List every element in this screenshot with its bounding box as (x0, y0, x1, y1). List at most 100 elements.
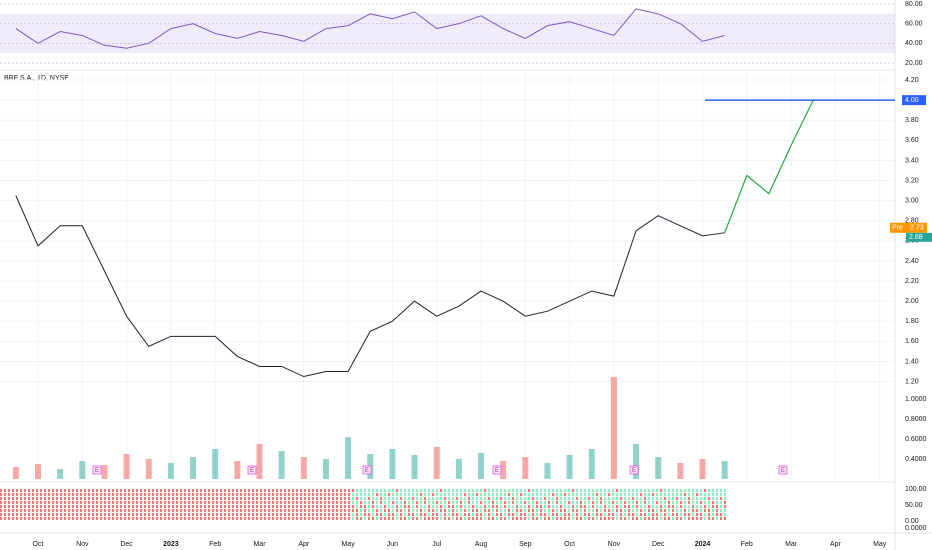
indicator-stripe (580, 517, 582, 520)
indicator-stripe (724, 493, 726, 496)
volume-tick-label: 0.6000 (905, 436, 927, 443)
indicator-stripe (612, 505, 614, 508)
indicator-stripe (336, 489, 338, 492)
indicator-stripe (148, 497, 150, 500)
indicator-stripe (120, 517, 122, 520)
indicator-stripe (428, 505, 430, 508)
indicator-stripe (248, 497, 250, 500)
indicator-stripe (156, 501, 158, 504)
indicator-stripe (396, 501, 398, 504)
indicator-stripe (52, 517, 54, 520)
indicator-stripe (216, 489, 218, 492)
indicator-stripe (292, 517, 294, 520)
indicator-stripe (244, 501, 246, 504)
indicator-stripe (596, 497, 598, 500)
indicator-stripe (388, 513, 390, 516)
indicator-stripe (348, 501, 350, 504)
indicator-stripe (548, 517, 550, 520)
indicator-stripe (16, 493, 18, 496)
indicator-stripe (516, 505, 518, 508)
indicator-stripe (684, 517, 686, 520)
indicator-stripe (244, 493, 246, 496)
indicator-stripe (656, 501, 658, 504)
indicator-stripe (408, 517, 410, 520)
indicator-stripe (160, 497, 162, 500)
indicator-stripe (484, 501, 486, 504)
indicator-stripe (552, 513, 554, 516)
indicator-stripe (120, 509, 122, 512)
indicator-stripe (580, 509, 582, 512)
indicator-stripe (128, 509, 130, 512)
indicator-stripe (120, 505, 122, 508)
indicator-stripe (332, 501, 334, 504)
indicator-stripe (268, 517, 270, 520)
indicator-stripe (456, 505, 458, 508)
indicator-stripe (108, 505, 110, 508)
indicator-stripe (684, 509, 686, 512)
indicator-stripe (88, 497, 90, 500)
indicator-stripe (348, 489, 350, 492)
indicator-stripe (432, 513, 434, 516)
indicator-stripe (652, 513, 654, 516)
indicator-stripe (452, 493, 454, 496)
indicator-stripe (408, 497, 410, 500)
indicator-stripe (656, 497, 658, 500)
indicator-stripe (632, 493, 634, 496)
indicator-stripe (332, 497, 334, 500)
indicator-stripe (424, 501, 426, 504)
indicator-stripe (656, 509, 658, 512)
indicator-stripe (448, 489, 450, 492)
indicator-stripe (528, 501, 530, 504)
indicator-stripe (544, 509, 546, 512)
indicator-stripe (360, 489, 362, 492)
indicator-stripe (640, 497, 642, 500)
indicator-stripe (80, 489, 82, 492)
indicator-stripe (136, 501, 138, 504)
indicator-stripe (692, 493, 694, 496)
indicator-stripe (648, 517, 650, 520)
indicator-stripe (152, 489, 154, 492)
indicator-stripe (724, 505, 726, 508)
indicator-stripe (284, 513, 286, 516)
indicator-stripe (168, 493, 170, 496)
indicator-stripe (576, 513, 578, 516)
indicator-stripe (404, 493, 406, 496)
indicator-stripe (64, 497, 66, 500)
indicator-stripe (12, 517, 14, 520)
indicator-stripe (520, 505, 522, 508)
x-tick-label: Mar (253, 541, 266, 548)
earnings-label: E (250, 468, 254, 474)
indicator-stripe (428, 513, 430, 516)
indicator-stripe (480, 489, 482, 492)
indicator-stripe (320, 497, 322, 500)
indicator-stripe (164, 501, 166, 504)
indicator-stripe (376, 489, 378, 492)
indicator-stripe (700, 489, 702, 492)
indicator-stripe (624, 513, 626, 516)
indicator-stripe (660, 513, 662, 516)
indicator-stripe (532, 497, 534, 500)
indicator-stripe (456, 493, 458, 496)
indicator-stripe (40, 513, 42, 516)
indicator-stripe (108, 509, 110, 512)
indicator-stripe (632, 501, 634, 504)
x-tick-label: Aug (475, 541, 488, 548)
indicator-stripe (108, 513, 110, 516)
indicator-stripe (348, 493, 350, 496)
indicator-stripe (544, 493, 546, 496)
indicator-stripe (380, 493, 382, 496)
indicator-stripe (328, 513, 330, 516)
indicator-stripe (200, 501, 202, 504)
indicator-stripe (364, 497, 366, 500)
indicator-stripe (8, 501, 10, 504)
indicator-stripe (356, 509, 358, 512)
indicator-stripe (428, 493, 430, 496)
indicator-stripe (212, 513, 214, 516)
indicator-stripe (316, 517, 318, 520)
indicator-stripe (592, 505, 594, 508)
indicator-stripe (700, 509, 702, 512)
indicator-stripe (120, 501, 122, 504)
indicator-stripe (412, 509, 414, 512)
indicator-stripe (660, 505, 662, 508)
indicator-stripe (588, 517, 590, 520)
